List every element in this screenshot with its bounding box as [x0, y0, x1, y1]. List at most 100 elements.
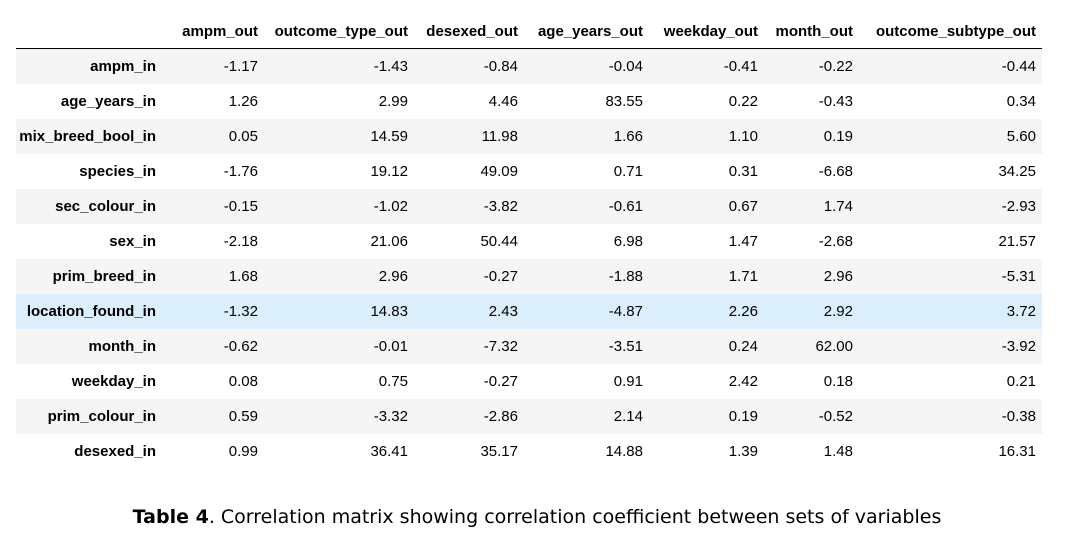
column-header: month_out [764, 14, 859, 49]
table-cell: -0.27 [483, 372, 518, 390]
column-header: age_years_out [524, 14, 649, 49]
table-body: ampm_in -1.17 -1.43 -0.84 -0.04 -0.41 -0.22 -0.… [16, 48, 1042, 469]
table-row: species_in -1.76 19.12 49.09 0.71 0.31 -6.68 34… [16, 153, 1042, 189]
table-cell: 0.22 [728, 92, 758, 110]
table-cell: 1.74 [823, 197, 853, 215]
row-label: mix_breed_bool_in [19, 127, 156, 145]
column-header: outcome_type_out [264, 14, 414, 49]
table-cell: 0.75 [378, 372, 408, 390]
table-cell: -0.84 [483, 57, 518, 75]
table-cell: -3.92 [1001, 337, 1036, 355]
table-cell: 1.48 [823, 442, 853, 460]
row-label: sex_in [109, 232, 156, 250]
table-cell: -0.04 [608, 57, 643, 75]
table-cell: -2.18 [223, 232, 258, 250]
row-label: location_found_in [26, 302, 156, 320]
row-label: ampm_in [90, 57, 156, 75]
table-cell: -0.44 [1001, 57, 1036, 75]
table-cell: 2.96 [378, 267, 408, 285]
table-cell: 0.31 [728, 162, 758, 180]
table-cell: -5.31 [1001, 267, 1036, 285]
table-cell: -0.22 [818, 57, 853, 75]
table-cell: 34.25 [998, 162, 1036, 180]
header-row: ampm_out outcome_type_out desexed_out ag… [16, 14, 1042, 49]
table-cell: 1.10 [728, 127, 758, 145]
table-cell: 1.71 [728, 267, 758, 285]
table-cell: 0.67 [728, 197, 758, 215]
table-cell: 11.98 [481, 127, 518, 145]
table-cell: -0.38 [1001, 407, 1036, 425]
table-cell: -1.17 [223, 57, 258, 75]
table-cell: 1.68 [228, 267, 258, 285]
table-row: desexed_in 0.99 36.41 35.17 14.88 1.39 1.48 16.… [16, 433, 1042, 469]
table-cell: 0.05 [228, 127, 258, 145]
table-cell: 2.43 [488, 302, 518, 320]
table-cell: -2.68 [818, 232, 853, 250]
table-cell: 0.19 [823, 127, 853, 145]
table-cell: -7.32 [483, 337, 518, 355]
row-label: age_years_in [60, 92, 156, 110]
table-cell: 14.88 [605, 442, 643, 460]
table-cell: -3.82 [483, 197, 518, 215]
table-cell: 2.99 [378, 92, 408, 110]
table-cell: -4.87 [608, 302, 643, 320]
caption-label: Table 4 [132, 506, 209, 528]
table-header: ampm_out outcome_type_out desexed_out ag… [16, 14, 1042, 49]
row-label: weekday_in [71, 372, 156, 390]
table-cell: 0.34 [1006, 92, 1036, 110]
table-cell: 21.06 [370, 232, 408, 250]
table-cell: 1.47 [728, 232, 758, 250]
table-cell: 50.44 [480, 232, 518, 250]
table-cell: 14.83 [370, 302, 408, 320]
table-row: weekday_in 0.08 0.75 -0.27 0.91 2.42 0.18 0.21 [16, 363, 1042, 399]
table-row: prim_colour_in 0.59 -3.32 -2.86 2.14 0.19 -0.5… [16, 398, 1042, 434]
table-cell: 1.66 [613, 127, 643, 145]
table-cell: 2.42 [728, 372, 758, 390]
table-cell: -1.32 [223, 302, 258, 320]
table-cell: 6.98 [613, 232, 643, 250]
table-cell: 0.71 [613, 162, 643, 180]
table-row: sec_colour_in -0.15 -1.02 -3.82 -0.61 0.67 1.7… [16, 188, 1042, 224]
table-cell: 14.59 [370, 127, 408, 145]
correlation-matrix-table: ampm_out outcome_type_out desexed_out ag… [16, 14, 1042, 469]
table-cell: -1.43 [373, 57, 408, 75]
table-cell: 36.41 [370, 442, 408, 460]
table-cell: 0.91 [613, 372, 643, 390]
table-row: month_in -0.62 -0.01 -7.32 -3.51 0.24 62.00 -3.… [16, 328, 1042, 364]
table-cell: -3.32 [373, 407, 408, 425]
table-row: age_years_in 1.26 2.99 4.46 83.55 0.22 -0.43 0.… [16, 83, 1042, 119]
table-cell: -0.43 [818, 92, 853, 110]
table-cell: 0.18 [823, 372, 853, 390]
table-row: location_found_in -1.32 14.83 2.43 -4.87 2.26… [16, 293, 1042, 329]
table-cell: -1.76 [223, 162, 258, 180]
table-cell: 2.96 [823, 267, 853, 285]
table-row: sex_in -2.18 21.06 50.44 6.98 1.47 -2.68 21.57 [16, 223, 1042, 259]
table-cell: 1.39 [728, 442, 758, 460]
table-cell: 0.59 [228, 407, 258, 425]
table-cell: 0.21 [1006, 372, 1036, 390]
table-row: prim_breed_in 1.68 2.96 -0.27 -1.88 1.71 2.96 -… [16, 258, 1042, 294]
row-label: prim_breed_in [52, 267, 156, 285]
column-header: outcome_subtype_out [859, 14, 1042, 49]
table-cell: -0.27 [483, 267, 518, 285]
table-cell: 0.99 [228, 442, 258, 460]
table-cell: 19.12 [370, 162, 408, 180]
caption-text: . Correlation matrix showing correlation… [208, 506, 942, 528]
table-cell: 0.24 [728, 337, 758, 355]
column-header: ampm_out [164, 14, 264, 49]
table-cell: 0.08 [228, 372, 258, 390]
table-cell: 49.09 [480, 162, 518, 180]
table-cell: -1.88 [608, 267, 643, 285]
table-cell: 21.57 [998, 232, 1036, 250]
table-cell: 4.46 [488, 92, 518, 110]
table-cell: 2.26 [728, 302, 758, 320]
table-cell: 5.60 [1006, 127, 1036, 145]
table-cell: 2.14 [613, 407, 643, 425]
table-cell: -3.51 [608, 337, 643, 355]
table-cell: -1.02 [373, 197, 408, 215]
table-row: ampm_in -1.17 -1.43 -0.84 -0.04 -0.41 -0.22 -0.… [16, 48, 1042, 84]
row-label: month_in [88, 337, 157, 355]
table-cell: 16.31 [998, 442, 1036, 460]
corner-cell [16, 14, 164, 49]
table-cell: 0.19 [728, 407, 758, 425]
